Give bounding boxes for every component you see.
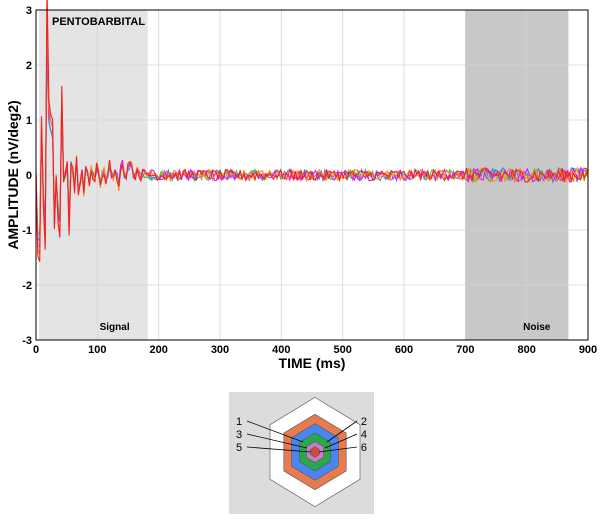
region-label-noise: Noise (523, 322, 551, 333)
x-axis-title: TIME (ms) (279, 355, 346, 371)
hexagon-rings (269, 397, 361, 507)
series-trace-5 (35, 0, 589, 262)
inset-leader-1 (246, 420, 304, 443)
plot-frame (35, 9, 589, 341)
inset-leader-6 (318, 446, 358, 453)
x-tick-200: 200 (149, 344, 167, 356)
x-tick-700: 700 (456, 344, 474, 356)
inset-label-2: 2 (361, 416, 367, 428)
x-tick-300: 300 (211, 344, 229, 356)
y-tick-3: 3 (26, 5, 32, 17)
chart-title: PENTOBARBITAL (52, 16, 145, 28)
x-tick-900: 900 (579, 344, 597, 356)
y-tick--2: -2 (22, 280, 32, 292)
chart-area: 0 100 200 300 400 500 600 700 800 900 -3-2-10123 … (5, 0, 597, 371)
inset-label-3: 3 (236, 429, 242, 441)
x-tick-800: 800 (517, 344, 535, 356)
inset-leader-lines (246, 420, 358, 453)
inset-label-6: 6 (361, 442, 367, 454)
y-tick--3: -3 (22, 335, 32, 347)
region-label-signal: Signal (100, 322, 130, 333)
y-tick-2: 2 (26, 60, 32, 72)
electrode-map-inset: 1 2 3 4 5 6 (229, 392, 374, 514)
x-tick-500: 500 (333, 344, 351, 356)
x-tick-400: 400 (272, 344, 290, 356)
inset-leader-4 (324, 433, 358, 449)
x-tick-100: 100 (88, 344, 106, 356)
series-traces (35, 0, 589, 262)
y-axis-title: AMPLITUDE (nV/deg2) (5, 100, 21, 249)
inset-label-5: 5 (236, 442, 242, 454)
inset-leader-3 (246, 433, 308, 449)
inset-labels: 1 2 3 4 5 6 (236, 416, 367, 454)
x-tick-labels: 0 100 200 300 400 500 600 700 800 900 (33, 344, 597, 356)
inset-label-1: 1 (236, 416, 242, 428)
inset-leader-2 (326, 420, 358, 443)
y-tick-0: 0 (26, 170, 32, 182)
ring-5 (310, 446, 320, 458)
y-tick--1: -1 (22, 225, 32, 237)
inset-leader-5 (246, 446, 312, 453)
x-tick-0: 0 (33, 344, 39, 356)
region-labels: Signal Noise (100, 322, 551, 333)
y-tick-1: 1 (26, 115, 32, 127)
x-tick-600: 600 (395, 344, 413, 356)
inset-label-4: 4 (361, 429, 367, 441)
y-tick-labels: -3 -2 -1 0 1 2 3 (22, 5, 32, 347)
